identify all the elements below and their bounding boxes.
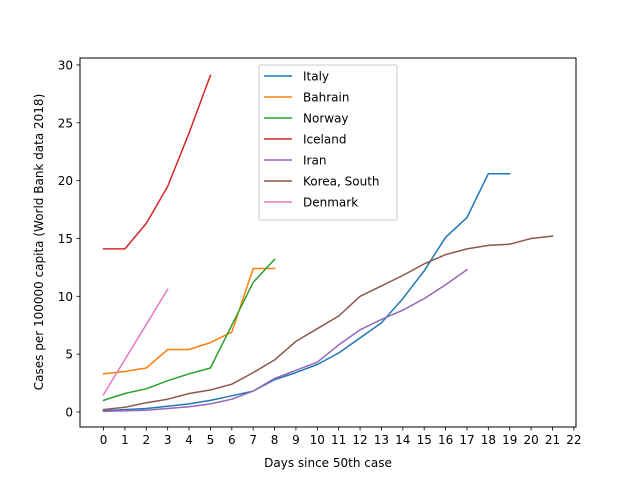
legend-label-1: Bahrain [303, 91, 349, 105]
x-axis-label: Days since 50th case [264, 456, 392, 470]
y-tick-label: 25 [58, 116, 73, 130]
legend-label-6: Denmark [303, 196, 358, 210]
legend-label-3: Iceland [303, 133, 346, 147]
series-line-2 [102, 258, 276, 402]
x-tick-label: 6 [228, 433, 236, 447]
series-line-4 [102, 268, 469, 413]
x-axis-ticks: 0 1 2 3 4 5 6 7 8 9 10 11 12 13 14 15 16 17 18 19 20 21 22 [100, 427, 582, 447]
x-tick-label: 14 [395, 433, 410, 447]
series-line-6 [102, 288, 169, 396]
series-line-0 [102, 172, 511, 412]
y-tick-label: 20 [58, 174, 73, 188]
series-line-5 [102, 235, 554, 411]
y-tick-label: 5 [65, 348, 73, 362]
legend-label-0: Italy [303, 70, 329, 84]
y-tick-label: 10 [58, 290, 73, 304]
x-tick-label: 13 [374, 433, 389, 447]
y-axis-label: Cases per 100000 capita (World Bank data… [32, 94, 46, 390]
y-tick-label: 0 [65, 405, 73, 419]
x-tick-label: 11 [331, 433, 346, 447]
x-tick-label: 4 [185, 433, 193, 447]
legend: Italy Bahrain Norway Iceland Iran Korea, Sout… [258, 64, 398, 221]
plot-frame [79, 57, 577, 428]
x-tick-label: 12 [352, 433, 367, 447]
x-tick-label: 16 [438, 433, 453, 447]
x-tick-label: 20 [523, 433, 538, 447]
x-tick-label: 22 [566, 433, 581, 447]
x-tick-label: 17 [459, 433, 474, 447]
legend-label-5: Korea, South [303, 175, 380, 189]
y-tick-label: 15 [58, 232, 73, 246]
series-lines [102, 74, 554, 413]
x-tick-label: 18 [481, 433, 496, 447]
series-line-3 [102, 74, 212, 250]
x-tick-label: 21 [545, 433, 560, 447]
y-tick-label: 30 [58, 58, 73, 72]
x-tick-label: 3 [164, 433, 172, 447]
legend-label-2: Norway [303, 112, 349, 126]
x-tick-label: 1 [121, 433, 129, 447]
legend-label-4: Iran [303, 154, 326, 168]
x-tick-label: 9 [292, 433, 300, 447]
y-axis-ticks: 0 5 10 15 20 25 30 [58, 58, 80, 419]
x-tick-label: 19 [502, 433, 517, 447]
x-tick-label: 8 [271, 433, 279, 447]
x-tick-label: 2 [142, 433, 150, 447]
x-tick-label: 10 [310, 433, 325, 447]
legend-box [258, 64, 398, 221]
x-tick-label: 0 [100, 433, 108, 447]
x-tick-label: 5 [207, 433, 215, 447]
x-tick-label: 15 [417, 433, 432, 447]
series-line-1 [102, 267, 276, 375]
x-tick-label: 7 [249, 433, 257, 447]
